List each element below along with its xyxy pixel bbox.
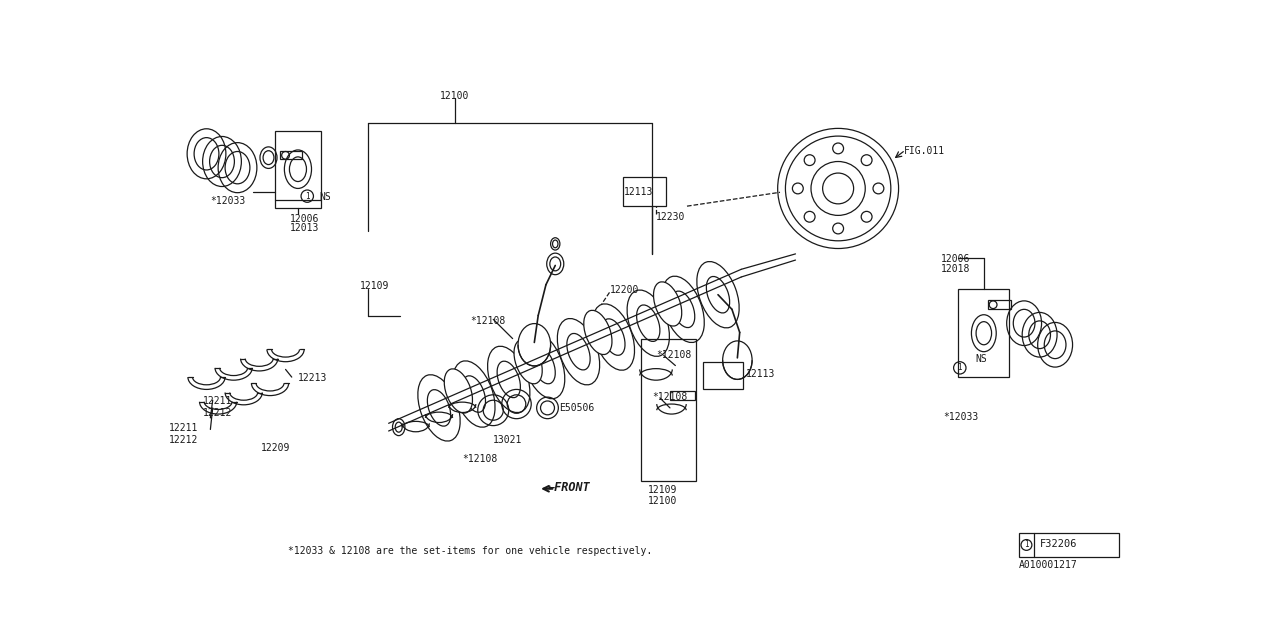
Text: 12018: 12018 (941, 264, 970, 274)
Text: ←FRONT: ←FRONT (548, 481, 590, 494)
Ellipse shape (515, 340, 543, 384)
Ellipse shape (627, 290, 669, 356)
Text: F32206: F32206 (1039, 539, 1078, 549)
Text: 12006: 12006 (941, 254, 970, 264)
Ellipse shape (672, 291, 695, 328)
Text: 12100: 12100 (648, 497, 677, 506)
Ellipse shape (522, 332, 564, 399)
Text: *12108: *12108 (657, 350, 691, 360)
Ellipse shape (636, 305, 660, 342)
Text: *12108: *12108 (462, 454, 498, 464)
Text: 13021: 13021 (493, 435, 522, 445)
Bar (669, 391, 695, 400)
Ellipse shape (497, 361, 521, 397)
Text: FIG.011: FIG.011 (904, 146, 945, 156)
Text: 12200: 12200 (609, 285, 639, 294)
Ellipse shape (428, 390, 451, 426)
Text: 12230: 12230 (657, 212, 685, 221)
Text: *12108: *12108 (470, 316, 506, 326)
Ellipse shape (557, 319, 599, 385)
Ellipse shape (584, 310, 612, 355)
Bar (988, 300, 1011, 308)
Ellipse shape (462, 376, 485, 412)
Bar (959, 289, 1009, 377)
Text: *12033: *12033 (943, 412, 978, 422)
Bar (703, 362, 742, 388)
Ellipse shape (417, 375, 461, 441)
Text: 12109: 12109 (360, 281, 389, 291)
Bar (623, 177, 666, 206)
Ellipse shape (453, 361, 495, 428)
Text: 12113: 12113 (623, 187, 653, 197)
Text: 12006: 12006 (291, 214, 320, 224)
Ellipse shape (723, 341, 753, 380)
Ellipse shape (696, 262, 739, 328)
Text: 1: 1 (305, 191, 310, 201)
Ellipse shape (488, 346, 530, 413)
Ellipse shape (654, 282, 682, 326)
Bar (1019, 533, 1120, 557)
Text: 1: 1 (957, 364, 963, 372)
Ellipse shape (707, 276, 730, 313)
Text: NS: NS (319, 192, 330, 202)
Ellipse shape (444, 369, 472, 413)
Text: E50506: E50506 (559, 403, 594, 413)
Text: *12108: *12108 (652, 392, 687, 403)
Text: 12212: 12212 (169, 435, 198, 445)
Text: 12113: 12113 (746, 369, 776, 380)
Text: 12109: 12109 (648, 485, 677, 495)
Text: 12212: 12212 (202, 408, 232, 418)
Text: 12013: 12013 (291, 223, 320, 233)
Bar (280, 152, 302, 159)
Text: *12033 & 12108 are the set-items for one vehicle respectively.: *12033 & 12108 are the set-items for one… (288, 547, 652, 557)
Ellipse shape (602, 319, 625, 355)
Ellipse shape (593, 304, 635, 370)
Ellipse shape (547, 253, 563, 275)
Ellipse shape (567, 333, 590, 370)
Text: A010001217: A010001217 (1019, 561, 1078, 570)
Text: 12211: 12211 (169, 423, 198, 433)
Text: 12213: 12213 (298, 373, 328, 383)
Bar (640, 339, 696, 481)
Text: 1: 1 (1024, 540, 1029, 550)
Ellipse shape (662, 276, 704, 342)
Bar (275, 131, 321, 208)
Text: 12211: 12211 (202, 396, 232, 406)
Ellipse shape (532, 348, 556, 384)
Text: 12209: 12209 (261, 442, 291, 452)
Ellipse shape (518, 324, 550, 366)
Text: NS: NS (975, 354, 987, 364)
Text: *12033: *12033 (210, 196, 246, 206)
Text: 12100: 12100 (440, 91, 470, 100)
